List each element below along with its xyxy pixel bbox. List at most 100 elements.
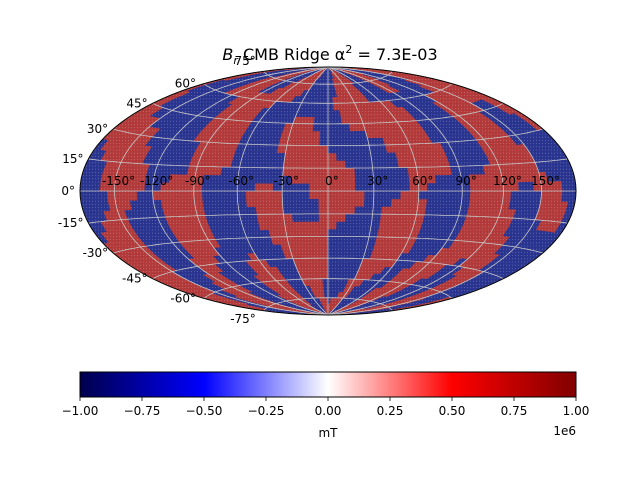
- field-patch: [345, 198, 356, 207]
- field-patch: [336, 160, 347, 169]
- lat-tick-label: 60°: [175, 77, 196, 91]
- field-patch: [379, 213, 391, 223]
- field-patch: [293, 228, 304, 237]
- field-patch: [275, 221, 286, 230]
- field-patch: [561, 180, 570, 192]
- field-patch: [327, 160, 338, 169]
- graticule-grid: [80, 67, 576, 315]
- field-patch: [372, 198, 384, 207]
- field-patch: [152, 190, 162, 201]
- field-patch: [92, 190, 102, 202]
- field-patch: [391, 190, 402, 200]
- colorbar-tick-label: 0.25: [377, 404, 404, 418]
- colorbar-tick-label: 1.00: [563, 404, 590, 418]
- field-patch: [354, 198, 365, 207]
- field-patch: [525, 190, 535, 201]
- field-patch: [345, 160, 356, 169]
- field-patch: [184, 190, 195, 200]
- field-patch: [398, 167, 410, 176]
- field-patch: [417, 198, 428, 208]
- lat-tick-label: -15°: [58, 216, 84, 230]
- parallel-line: [113, 236, 543, 254]
- field-patch: [309, 160, 320, 169]
- field-patch: [256, 213, 268, 223]
- field-patch: [321, 109, 329, 118]
- colorbar-tick-label: 0.75: [501, 404, 528, 418]
- field-patch: [256, 159, 268, 169]
- field-patch: [219, 198, 230, 208]
- field-patch: [391, 182, 402, 192]
- field-patch: [265, 213, 277, 223]
- colorbar: −1.00 −0.75 −0.50 −0.25 0.00 0.25 0.50 0.75 1.00…: [62, 371, 590, 440]
- latitude-tick-labels: 75° 60° 45° 30° 15° 0° -15° -30° -45° -60° -75°: [58, 54, 256, 326]
- field-patch: [219, 182, 230, 192]
- field-patch: [263, 198, 275, 207]
- field-patch: [318, 198, 329, 207]
- field-patch: [444, 182, 455, 192]
- field-patch: [343, 137, 354, 146]
- field-patch: [443, 198, 454, 208]
- chart-title: Br CMB Ridge α2 = 7.3E-03: [222, 43, 437, 67]
- field-patch: [266, 221, 278, 230]
- field-patch: [335, 236, 345, 245]
- field-patch: [452, 190, 463, 200]
- field-patch: [311, 236, 321, 245]
- field-patch: [363, 198, 374, 207]
- field-patch: [302, 228, 312, 237]
- field-patch: [283, 159, 294, 169]
- field-patch: [344, 145, 354, 154]
- field-patch: [210, 182, 221, 192]
- lat-tick-label: 0°: [61, 184, 75, 198]
- field-patch: [274, 159, 285, 169]
- field-patch: [561, 190, 570, 202]
- field-patch: [296, 243, 306, 252]
- field-patch: [344, 152, 355, 161]
- parallel-line: [203, 278, 453, 299]
- field-patch: [381, 198, 393, 207]
- field-patch: [335, 137, 345, 146]
- field-patch: [382, 190, 393, 200]
- field-patch: [399, 198, 410, 208]
- field-patch: [319, 243, 329, 252]
- field-patch: [327, 198, 338, 207]
- field-patch: [335, 243, 345, 252]
- lat-tick-label: -75°: [230, 312, 256, 326]
- field-patch: [502, 190, 512, 201]
- field-patch: [274, 213, 285, 223]
- field-patch: [121, 190, 131, 201]
- field-patch: [336, 198, 347, 207]
- field-patch: [263, 190, 274, 200]
- field-patch: [282, 198, 293, 207]
- field-patch: [301, 152, 312, 161]
- field-patch: [510, 190, 520, 201]
- field-patch: [426, 198, 437, 208]
- field-patch: [518, 190, 528, 201]
- field-patch: [305, 123, 315, 132]
- field-patch: [86, 190, 95, 202]
- field-patch: [114, 190, 123, 201]
- colorbar-tick-label: 0.50: [439, 404, 466, 418]
- field-patch: [300, 160, 311, 169]
- field-patch: [533, 190, 542, 201]
- field-patch: [310, 228, 321, 237]
- field-patches: [80, 67, 576, 315]
- field-patch: [220, 206, 232, 216]
- field-patch: [309, 198, 320, 207]
- field-patch: [469, 190, 480, 200]
- field-patch: [305, 250, 315, 259]
- lon-tick-label: -150°: [102, 174, 135, 188]
- parallel-line: [263, 70, 393, 85]
- lon-tick-label: -90°: [185, 174, 211, 188]
- field-patch: [302, 145, 312, 154]
- field-patch: [362, 159, 373, 169]
- field-patch: [327, 271, 335, 280]
- field-patch: [327, 109, 335, 118]
- field-patch: [272, 198, 284, 207]
- field-patch: [327, 138, 337, 146]
- field-patch: [296, 130, 306, 139]
- field-patch: [554, 190, 564, 202]
- field-patch: [540, 190, 550, 202]
- lat-tick-label: 30°: [87, 122, 108, 136]
- lon-tick-label: -30°: [273, 174, 299, 188]
- lat-tick-label: -60°: [170, 291, 196, 305]
